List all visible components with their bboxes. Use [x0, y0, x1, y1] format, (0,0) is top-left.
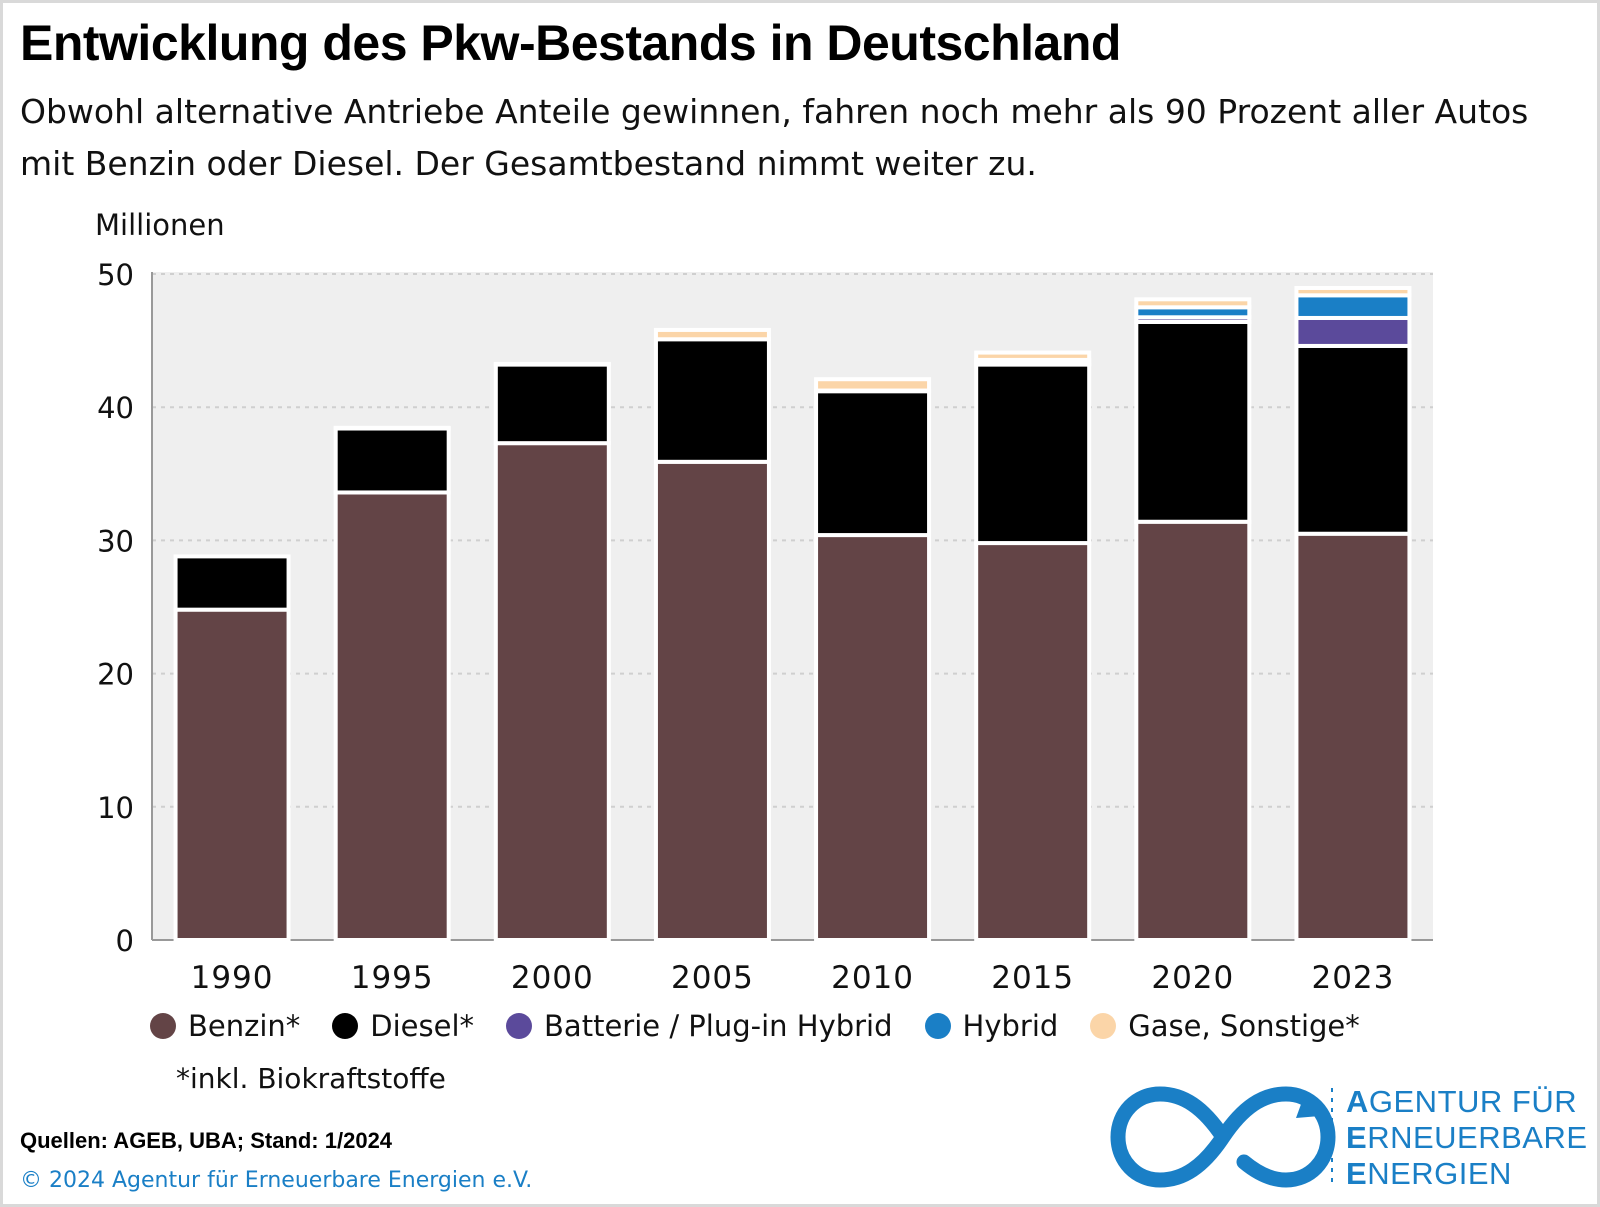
bar-segment-benzin-2010 [814, 533, 932, 943]
legend-label: Benzin* [188, 1009, 301, 1043]
legend-swatch [332, 1013, 359, 1039]
legend-label: Diesel* [370, 1009, 475, 1043]
legend-item: Gase, Sonstige* [1090, 1009, 1360, 1043]
legend-item: Hybrid [924, 1009, 1059, 1043]
logo-line-2: ERNEUERBARE [1346, 1120, 1588, 1155]
y-tick-label: 0 [116, 924, 134, 958]
bar-segment-gase-sonstige-2023 [1294, 285, 1412, 298]
x-tick-label: 2023 [1311, 960, 1394, 996]
bar-segment-diesel-2015 [974, 362, 1092, 546]
bar-segment-diesel-1990 [173, 554, 291, 612]
x-tick-label: 2020 [1151, 960, 1234, 996]
bar-segment-benzin-2005 [653, 459, 771, 942]
bar-segment-diesel-2023 [1294, 343, 1412, 536]
legend-item: Diesel* [332, 1009, 474, 1043]
logo-line-3: ENERGIEN [1346, 1156, 1512, 1191]
agency-logo-text: AGENTUR FÜR ERNEUERBARE ENERGIEN [1346, 1084, 1588, 1192]
bar-segment-gase-sonstige-2015 [974, 350, 1092, 362]
legend-swatch [1090, 1013, 1117, 1039]
copyright-line: © 2024 Agentur für Erneuerbare Energien … [20, 1168, 533, 1193]
bar-segment-gase-sonstige-1995 [333, 425, 451, 431]
footnote: *inkl. Biokraftstoffe [176, 1062, 446, 1095]
infinity-logo-icon [1110, 1086, 1336, 1188]
chart-legend: Benzin* Diesel* Batterie / Plug-in Hybrid H… [150, 1006, 1392, 1046]
bar-segment-gase-sonstige-2005 [653, 327, 771, 342]
bar-segment-diesel-2005 [653, 337, 771, 464]
bar-segment-benzin-2020 [1134, 519, 1252, 942]
bar-segment-hybrid-2023 [1294, 293, 1412, 320]
y-tick-label: 30 [97, 524, 134, 558]
chart-subtitle: Obwohl alternative Antriebe Anteile gewi… [20, 92, 1529, 183]
legend-swatch [924, 1013, 951, 1039]
bar-segment-gase-sonstige-2020 [1134, 297, 1252, 310]
bar-segment-benzin-2023 [1294, 531, 1412, 942]
legend-label: Hybrid [962, 1009, 1059, 1043]
chart-title: Entwicklung des Pkw-Bestands in Deutschl… [20, 15, 1121, 71]
sources-line: Quellen: AGEB, UBA; Stand: 1/2024 [20, 1128, 393, 1153]
legend-item: Batterie / Plug-in Hybrid [506, 1009, 893, 1043]
logo-line-1: AGENTUR FÜR [1346, 1084, 1578, 1119]
y-axis-unit-label: Millionen [95, 208, 225, 242]
x-tick-label: 1990 [191, 960, 274, 996]
bar-segment-diesel-2000 [493, 362, 611, 446]
bar-segment-benzin-1995 [333, 490, 451, 942]
bar-segment-diesel-2010 [814, 389, 932, 538]
x-tick-label: 2010 [831, 960, 914, 996]
bar-segment-diesel-2020 [1134, 319, 1252, 524]
bar-segment-benzin-2000 [493, 441, 611, 942]
y-tick-label: 40 [97, 391, 134, 425]
bar-segment-gase-sonstige-2010 [814, 377, 932, 393]
legend-item: Benzin* [150, 1009, 300, 1043]
stacked-bar-chart: 0 10 20 30 40 50 1990 1995 2000 2005 2010 2015 2020 2… [97, 258, 1433, 996]
y-tick-label: 10 [97, 791, 134, 825]
x-tick-label: 2015 [991, 960, 1074, 996]
y-tick-label: 20 [97, 658, 134, 692]
x-tick-label: 2000 [511, 960, 594, 996]
bar-segment-benzin-2015 [974, 541, 1092, 943]
bar-segment-gase-sonstige-2000 [493, 361, 611, 367]
legend-swatch [150, 1013, 176, 1039]
legend-label: Gase, Sonstige* [1128, 1009, 1360, 1043]
legend-label: Batterie / Plug-in Hybrid [544, 1009, 893, 1043]
y-tick-label: 50 [97, 258, 134, 292]
bar-segment-benzin-1990 [173, 607, 291, 942]
legend-swatch [506, 1013, 533, 1039]
x-tick-label: 1995 [351, 960, 434, 996]
bar-segment-diesel-1995 [333, 426, 451, 495]
x-tick-label: 2005 [671, 960, 754, 996]
bar-segment-batterie-plug-in-hybrid-2023 [1294, 315, 1412, 348]
